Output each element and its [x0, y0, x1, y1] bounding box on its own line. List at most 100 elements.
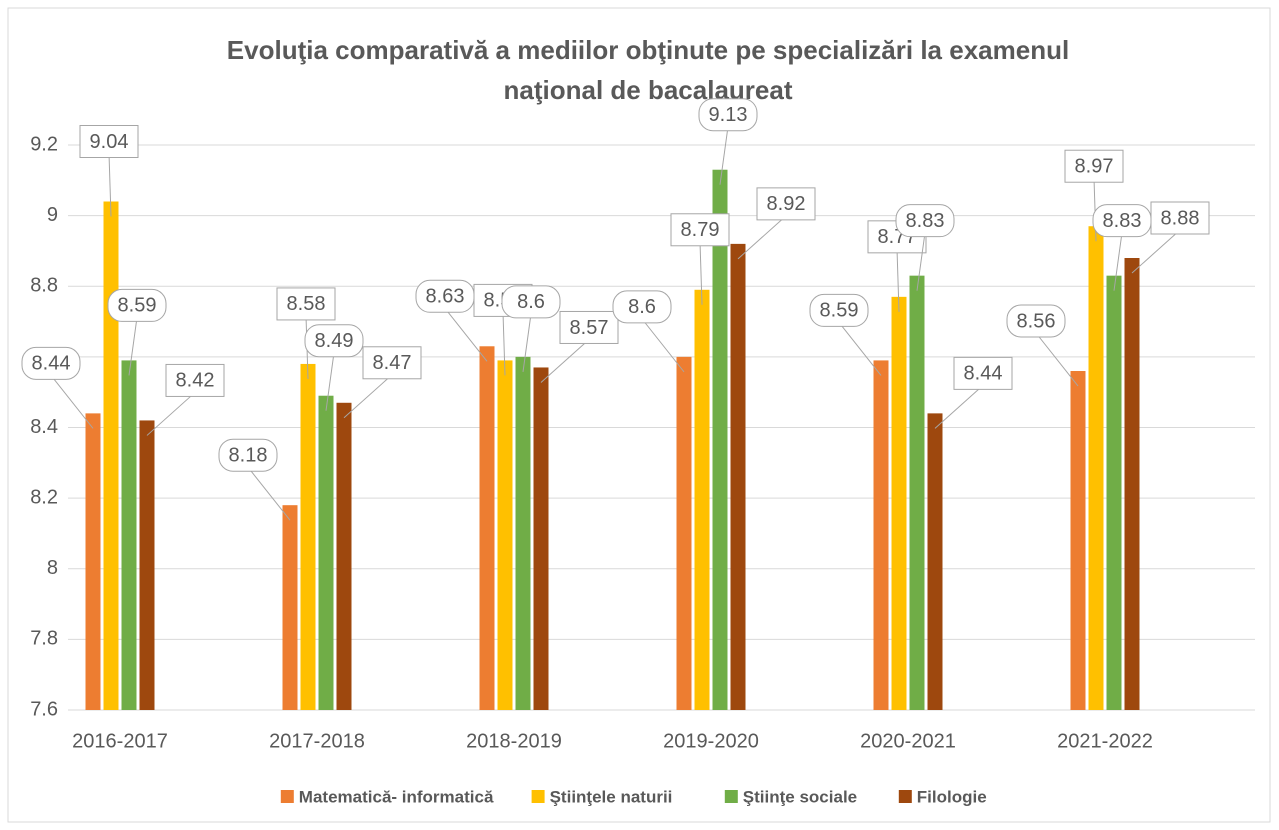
y-tick-label: 8.4 [30, 416, 58, 438]
data-label-text: 8.44 [964, 363, 1003, 385]
bar [1124, 258, 1140, 710]
leader-line [325, 352, 335, 411]
data-label: 8.63 [415, 279, 488, 362]
leader-line [916, 232, 926, 291]
data-label: 8.59 [107, 288, 167, 376]
label-box [1150, 201, 1210, 235]
leader-line [50, 375, 94, 429]
data-label-text: 8.97 [1075, 156, 1114, 178]
bar [121, 360, 137, 710]
data-label-text: 8.83 [1103, 210, 1142, 232]
bar [318, 395, 334, 710]
bar [336, 402, 352, 710]
data-label-text: 8.6 [517, 291, 545, 313]
label-box [1064, 149, 1124, 183]
legend: Matematică- informatică Ştiinţele naturii… [280, 787, 987, 806]
bar [873, 360, 889, 710]
legend-swatch [898, 790, 912, 803]
bar [927, 413, 943, 710]
data-label: 8.44 [21, 346, 94, 429]
label-box [21, 346, 81, 380]
bar [85, 413, 101, 710]
data-label: 8.6 [501, 285, 561, 372]
leader-line [699, 241, 703, 305]
data-label: 8.57 [540, 310, 619, 383]
x-tick-label: 2021-2022 [1057, 730, 1153, 752]
data-label-text: 8.6 [628, 296, 656, 318]
data-label-text: 8.44 [32, 353, 71, 375]
label-box [79, 125, 139, 158]
label-box [559, 310, 619, 344]
leader-line [737, 215, 787, 260]
leader-line [641, 318, 685, 373]
bar [1106, 275, 1122, 710]
data-label-text: 8.47 [373, 352, 412, 374]
leader-line [502, 312, 506, 376]
y-tick-label: 7.8 [30, 628, 58, 650]
legend-label: Ştiinţe sociale [743, 787, 857, 806]
bar [694, 289, 710, 710]
x-tick-label: 2019-2020 [663, 730, 759, 752]
data-label-text: 8.79 [681, 219, 720, 241]
leader-line [934, 385, 984, 429]
bar [712, 169, 728, 710]
label-box [1006, 304, 1066, 338]
data-label: 8.92 [737, 187, 816, 260]
y-tick-label: 8 [47, 557, 58, 579]
chart-border [7, 7, 1271, 823]
data-label: 8.42 [146, 363, 225, 436]
bar [1070, 371, 1086, 710]
y-tick-label: 8.2 [30, 486, 58, 508]
data-label-text: 8.57 [570, 317, 609, 339]
bar [300, 363, 316, 710]
leader-line [1113, 232, 1123, 291]
label-box [304, 324, 364, 358]
data-label-text: 9.13 [709, 104, 748, 126]
y-tick-label: 7.6 [30, 698, 58, 720]
legend-swatch [531, 790, 545, 803]
data-label-text: 8.18 [229, 444, 268, 466]
label-box [501, 285, 561, 319]
data-label: 8.44 [934, 356, 1013, 429]
x-tick-label: 2020-2021 [860, 730, 956, 752]
data-label-text: 8.83 [906, 210, 945, 232]
data-label: 8.83 [1092, 204, 1152, 291]
legend-label: Filologie [917, 787, 987, 806]
data-label: 8.83 [895, 204, 955, 291]
y-tick-label: 8.8 [30, 275, 58, 297]
bar [1088, 226, 1104, 710]
label-box [670, 213, 730, 247]
data-label-text: 8.92 [767, 193, 806, 215]
legend-label: Matematică- informatică [299, 787, 494, 806]
data-label: 8.79 [670, 213, 730, 305]
bar [515, 356, 531, 710]
data-label: 9.13 [698, 98, 758, 185]
data-label: 9.04 [79, 125, 139, 217]
data-label-text: 8.59 [820, 300, 859, 322]
label-box [612, 290, 672, 324]
x-tick-label: 2017-2018 [269, 730, 365, 752]
data-label: 8.49 [304, 324, 364, 411]
leader-line [128, 317, 138, 376]
bar [676, 356, 692, 710]
data-label-text: 8.63 [426, 286, 465, 308]
bar [139, 420, 155, 710]
label-box [218, 438, 278, 472]
y-tick-label: 9 [47, 204, 58, 226]
data-label: 8.58 [276, 287, 336, 379]
data-label: 8.97 [1064, 149, 1124, 242]
data-label-text: 9.04 [90, 131, 129, 153]
data-label-text: 8.42 [176, 370, 215, 392]
label-box [756, 187, 816, 221]
data-label-text: 8.58 [287, 293, 326, 315]
data-label: 8.47 [343, 346, 422, 419]
bar [909, 275, 925, 710]
bar [282, 505, 298, 710]
data-label: 8.59 [809, 293, 882, 376]
leader-line [719, 126, 729, 185]
legend-label: Ştiinţele naturii [550, 787, 673, 806]
label-box [895, 204, 955, 238]
leader-line [444, 307, 488, 362]
leader-line [1035, 332, 1079, 387]
